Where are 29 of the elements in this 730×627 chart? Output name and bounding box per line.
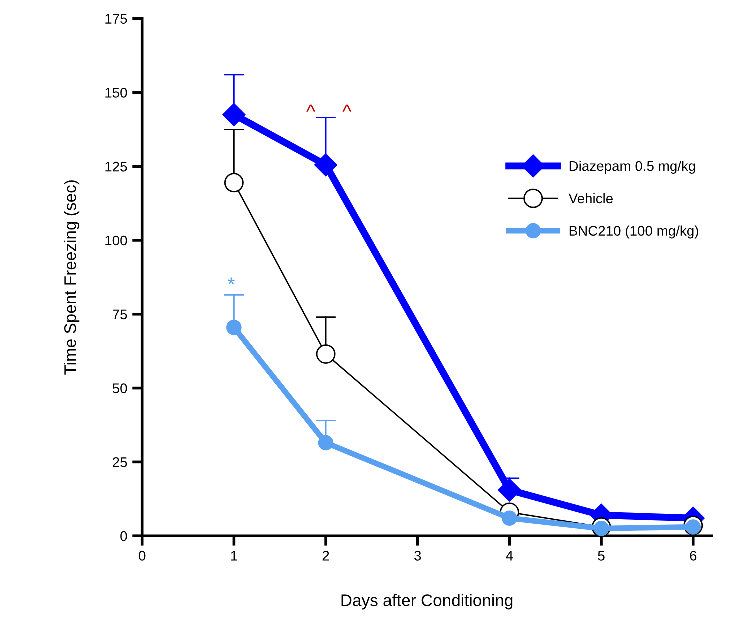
legend-label: Vehicle	[568, 193, 613, 204]
y-tick-label: 25	[113, 458, 128, 468]
annotation: ^ ^	[306, 104, 352, 112]
y-tick-label: 75	[113, 310, 128, 320]
x-tick-label: 3	[414, 551, 422, 561]
x-tick-label: 2	[322, 551, 330, 561]
y-tick-label: 50	[112, 384, 128, 394]
y-tick-label: 100	[106, 236, 128, 246]
point	[314, 154, 338, 177]
y-tick-label: 0	[120, 531, 128, 542]
y-tick-label: 150	[106, 88, 128, 98]
x-tick-label: 0	[139, 551, 146, 561]
legend-label: Diazepam 0.5 mg/kg	[570, 160, 696, 174]
point	[316, 344, 336, 364]
x-axis-title: Days after Conditioning	[342, 594, 513, 610]
point	[318, 435, 334, 451]
x-tick-label: 1	[231, 551, 238, 561]
y-tick-label: 175	[106, 14, 128, 24]
x-tick-label: 4	[506, 551, 514, 561]
x-tick-label: 5	[598, 551, 605, 561]
point	[226, 320, 242, 336]
point	[222, 103, 246, 126]
legend-label: BNC210 (100 mg/kg)	[570, 226, 698, 239]
point	[224, 173, 244, 193]
x-tick-label: 6	[690, 551, 697, 561]
y-axis-title: Time Spent Freezing (sec)	[64, 180, 80, 375]
y-tick-label: 125	[106, 162, 128, 172]
annotation: *	[228, 278, 235, 285]
point	[498, 478, 522, 502]
